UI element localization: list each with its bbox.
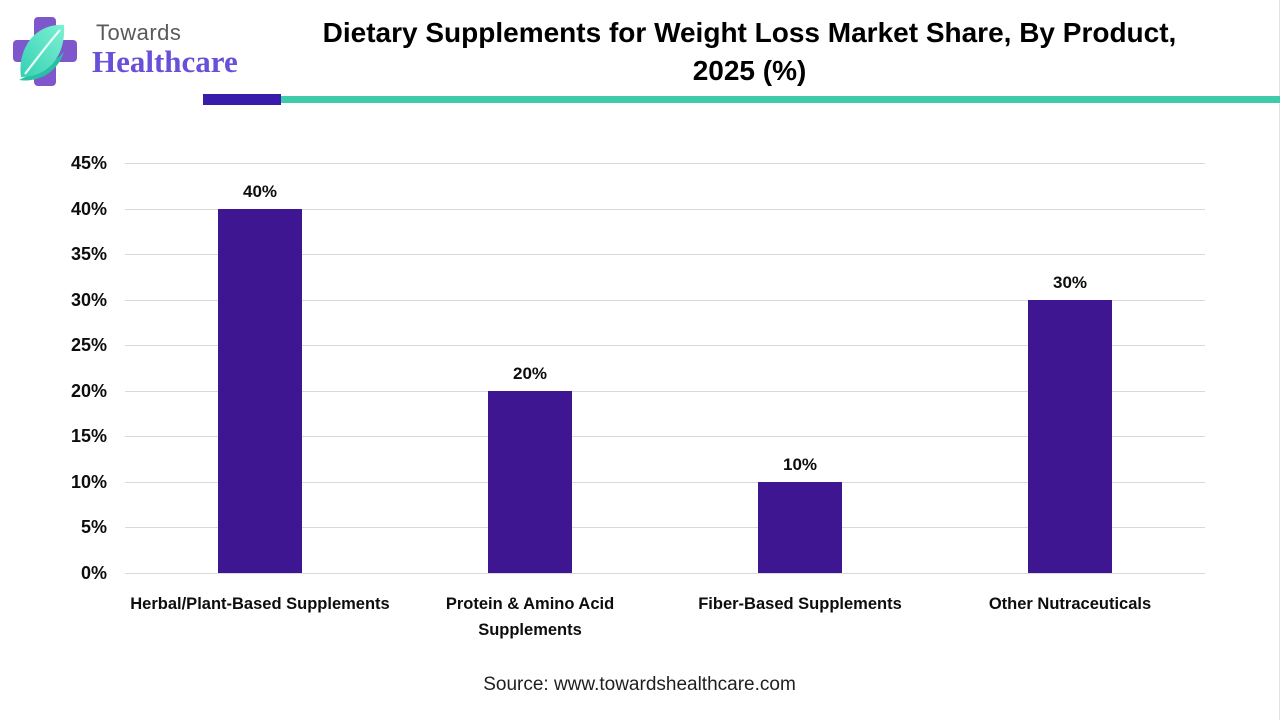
y-tick-label: 5%	[80, 517, 107, 538]
bar	[758, 481, 842, 573]
gridline	[125, 436, 1205, 438]
source-text: Source: www.towardshealthcare.com	[483, 674, 796, 695]
chart-title-line1: Dietary Supplements for Weight Loss Mark…	[322, 17, 1177, 48]
header-rule-purple-segment	[203, 94, 281, 105]
y-tick-label: 40%	[70, 198, 107, 219]
y-tick-label: 0%	[80, 563, 107, 583]
y-tick-label: 35%	[70, 244, 107, 265]
x-category-label: Protein & Amino Acid Supplements	[445, 595, 615, 639]
bar	[218, 208, 302, 573]
gridline	[125, 299, 1205, 301]
chart-title-line2: 2025 (%)	[692, 55, 807, 86]
bar-value-label: 30%	[1052, 272, 1088, 292]
gridline	[125, 208, 1205, 210]
y-tick-label: 30%	[70, 289, 107, 310]
x-category-label: Other Nutraceuticals	[988, 595, 1152, 613]
y-tick-label: 45%	[70, 153, 107, 173]
gridline	[125, 481, 1205, 483]
y-tick-label: 15%	[70, 426, 107, 447]
bar-value-label: 20%	[512, 363, 548, 383]
bar	[488, 390, 572, 573]
gridline	[125, 573, 1205, 574]
gridline	[125, 390, 1205, 392]
plot-area: 0% 5% 10% 15% 20% 25% 30% 35% 40% 45% 40% 20% 10% 30%	[71, 153, 1205, 583]
gridline	[125, 345, 1205, 347]
x-category-label: Herbal/Plant-Based Supplements	[130, 595, 390, 613]
towards-healthcare-logo: Towards Healthcare	[12, 14, 242, 94]
cross-leaf-icon	[13, 17, 77, 86]
bar-value-label: 10%	[782, 454, 818, 474]
y-tick-label: 20%	[70, 380, 107, 401]
bar	[1028, 299, 1112, 573]
logo-text-healthcare: Healthcare	[92, 44, 238, 79]
gridline	[125, 527, 1205, 529]
y-tick-label: 10%	[70, 471, 107, 492]
y-tick-label: 25%	[70, 335, 107, 356]
bar-value-label: 40%	[242, 181, 278, 201]
chart-title: Dietary Supplements for Weight Loss Mark…	[230, 14, 1269, 90]
logo-text-towards: Towards	[96, 20, 182, 45]
gridline	[125, 254, 1205, 256]
x-category-label: Fiber-Based Supplements	[698, 595, 902, 613]
gridline	[125, 163, 1205, 164]
header-rule-teal-line	[281, 96, 1280, 103]
